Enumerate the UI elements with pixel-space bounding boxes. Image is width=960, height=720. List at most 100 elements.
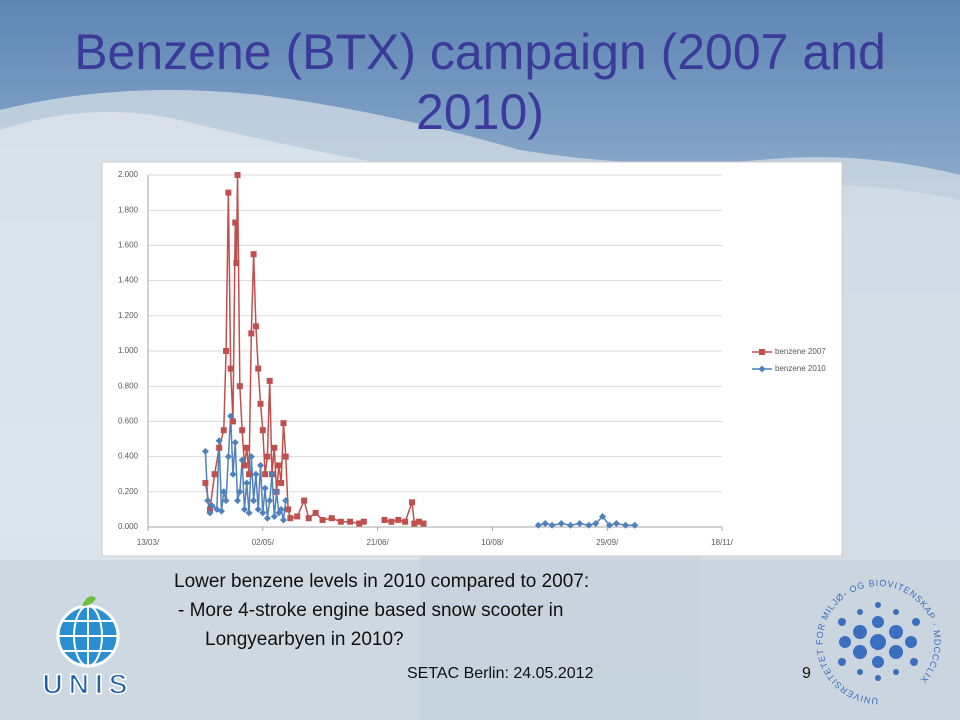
y-tick-label: 1.400: [118, 276, 139, 285]
data-point: [243, 444, 250, 451]
legend-label: benzene 2007: [775, 347, 826, 356]
data-point: [201, 447, 209, 455]
data-point: [612, 519, 620, 527]
data-point: [217, 507, 225, 515]
data-point: [252, 470, 260, 478]
data-point: [266, 497, 274, 505]
data-point: [247, 453, 255, 461]
data-point: [206, 506, 213, 513]
data-point: [280, 420, 287, 427]
data-point: [239, 427, 246, 434]
y-tick-label: 1.600: [118, 241, 139, 250]
y-tick-label: 0.600: [118, 417, 139, 426]
data-point: [229, 470, 237, 478]
data-point: [305, 515, 312, 522]
data-point: [282, 453, 289, 460]
data-point: [213, 505, 221, 513]
data-point: [264, 453, 271, 460]
body-text: - More 4-stroke engine based snow scoote…: [178, 600, 564, 621]
data-point: [622, 521, 630, 529]
data-point: [234, 172, 241, 178]
footer: SETAC Berlin: 24.05.2012: [407, 665, 594, 682]
data-point: [232, 219, 239, 226]
legend-label: benzene 2010: [775, 364, 826, 373]
data-point: [278, 480, 285, 486]
x-tick-label: 21/06/: [366, 538, 389, 547]
data-point: [229, 418, 236, 425]
logo-text: UNIS: [43, 668, 134, 699]
y-tick-label: 1.200: [118, 311, 139, 320]
data-point: [534, 521, 542, 529]
data-point: [270, 512, 278, 520]
data-point: [279, 516, 287, 524]
data-point: [204, 497, 212, 505]
data-point: [243, 479, 251, 487]
data-point: [202, 480, 209, 486]
data-point: [250, 251, 257, 258]
unis-logo: UNIS: [42, 596, 134, 700]
data-point: [420, 520, 427, 527]
data-point: [402, 518, 409, 525]
y-tick-label: 0.000: [118, 522, 139, 531]
data-point: [250, 497, 258, 505]
data-point: [360, 518, 367, 525]
page-number: 9: [802, 665, 811, 682]
data-point: [248, 330, 255, 337]
data-point: [224, 453, 232, 461]
data-point: [255, 365, 262, 372]
umb-logo: UNIVERSITETET FOR MILJØ- OG BIOVITENSKAP…: [815, 578, 941, 705]
data-point: [233, 260, 240, 266]
data-point: [257, 461, 265, 469]
data-point: [246, 471, 253, 478]
data-point: [252, 323, 259, 330]
data-point: [557, 519, 565, 527]
x-tick-label: 10/08/: [481, 538, 504, 547]
data-point: [592, 519, 600, 527]
data-point: [328, 515, 335, 522]
data-point: [273, 488, 281, 496]
data-point: [215, 437, 223, 445]
data-point: [576, 519, 584, 527]
data-point: [388, 518, 395, 525]
y-tick-label: 0.400: [118, 452, 139, 461]
body-text: Lower benzene levels in 2010 compared to…: [174, 571, 590, 592]
data-point: [220, 427, 227, 434]
legend-marker: [758, 365, 766, 373]
data-point: [347, 518, 354, 525]
data-point: [208, 502, 216, 510]
data-point: [259, 427, 266, 434]
data-point: [225, 189, 232, 196]
x-tick-label: 18/11/: [711, 538, 733, 547]
data-point: [254, 505, 262, 513]
data-point: [227, 412, 235, 420]
data-point: [236, 488, 244, 496]
data-point: [236, 383, 243, 390]
data-point: [287, 515, 294, 522]
data-point: [275, 462, 282, 469]
data-point: [631, 521, 639, 529]
data-point: [223, 348, 230, 354]
data-point: [585, 521, 593, 529]
data-point: [548, 521, 556, 529]
data-point: [411, 520, 418, 527]
data-point: [259, 509, 267, 517]
data-point: [263, 514, 271, 522]
data-point: [356, 520, 363, 527]
data-point: [227, 365, 234, 372]
data-point: [282, 497, 290, 505]
data-point: [216, 444, 223, 451]
data-point: [301, 497, 308, 504]
data-point: [285, 506, 292, 513]
data-point: [605, 521, 613, 529]
data-point: [268, 470, 276, 478]
y-tick-label: 2.000: [118, 170, 139, 179]
body-text: Longyearbyen in 2010?: [205, 629, 404, 650]
data-point: [266, 377, 273, 384]
data-point: [261, 484, 269, 492]
data-point: [262, 471, 269, 478]
y-tick-label: 0.800: [118, 381, 139, 390]
data-point: [409, 499, 416, 506]
data-point: [240, 505, 248, 513]
data-point: [220, 488, 228, 496]
